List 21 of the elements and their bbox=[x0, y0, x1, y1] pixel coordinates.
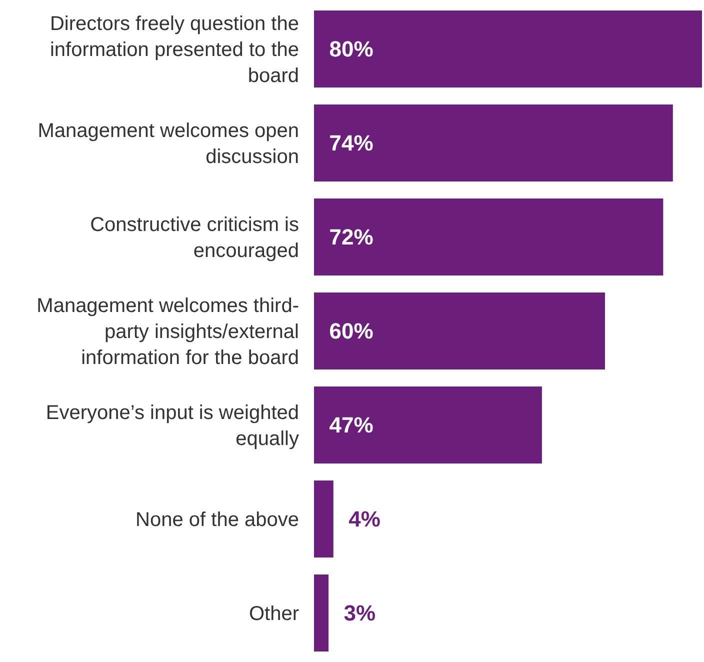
data-label: 60% bbox=[329, 318, 374, 344]
y-tick-label: Directors freely question the information presented to the board bbox=[50, 13, 299, 87]
bar bbox=[314, 292, 605, 370]
y-tick-label: Management welcomes open discussion bbox=[38, 120, 299, 168]
bar bbox=[314, 10, 702, 88]
y-tick-label: Other bbox=[248, 603, 300, 625]
y-tick-label: Constructive criticism is encouraged bbox=[90, 214, 299, 262]
y-tick-label: None of the above bbox=[136, 509, 299, 531]
data-label: 72% bbox=[329, 224, 374, 250]
bar bbox=[314, 104, 673, 182]
bar bbox=[314, 574, 329, 652]
data-label: 80% bbox=[329, 36, 374, 62]
bar bbox=[314, 386, 542, 464]
data-label: 74% bbox=[329, 130, 374, 156]
y-tick-label: Everyone’s input is weighted equally bbox=[46, 402, 299, 450]
y-tick-label: Management welcomes third-party insights/external information for the board bbox=[36, 295, 299, 369]
data-label: 47% bbox=[329, 412, 374, 438]
data-label: 4% bbox=[348, 506, 380, 532]
data-label: 3% bbox=[344, 600, 376, 626]
bar bbox=[314, 480, 334, 558]
bar bbox=[314, 198, 664, 276]
